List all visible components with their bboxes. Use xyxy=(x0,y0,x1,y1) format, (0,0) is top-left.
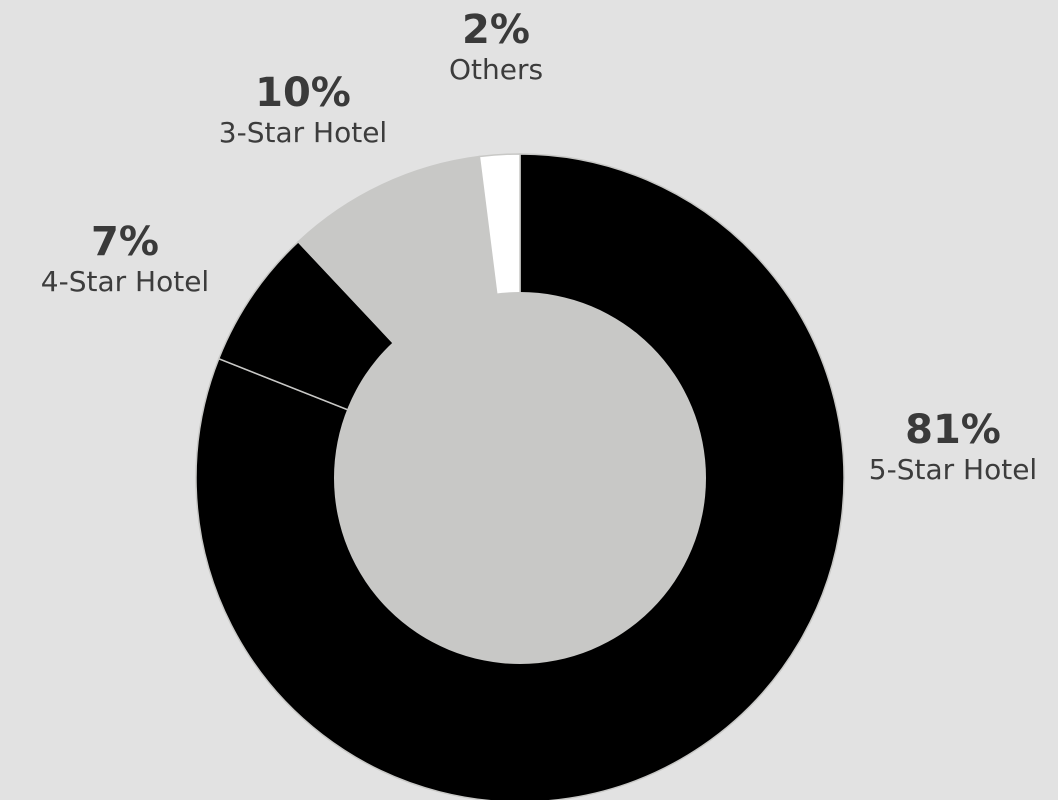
donut-center xyxy=(334,292,706,664)
value-label-4-star-hotel: 7% xyxy=(91,219,159,265)
category-label-3-star-hotel: 3-Star Hotel xyxy=(218,116,388,149)
category-label-5-star-hotel: 5-Star Hotel xyxy=(868,453,1038,486)
value-label-3-star-hotel: 10% xyxy=(255,70,351,116)
label-5-star-hotel: 81% 5-Star Hotel xyxy=(869,408,1037,488)
value-label-5-star-hotel: 81% xyxy=(905,407,1001,453)
label-3-star-hotel: 10% 3-Star Hotel xyxy=(219,71,387,151)
value-label-others: 2% xyxy=(462,7,530,53)
label-others: 2% Others xyxy=(449,8,543,88)
category-label-4-star-hotel: 4-Star Hotel xyxy=(40,265,210,298)
label-4-star-hotel: 7% 4-Star Hotel xyxy=(41,220,209,300)
category-label-others: Others xyxy=(448,53,544,86)
